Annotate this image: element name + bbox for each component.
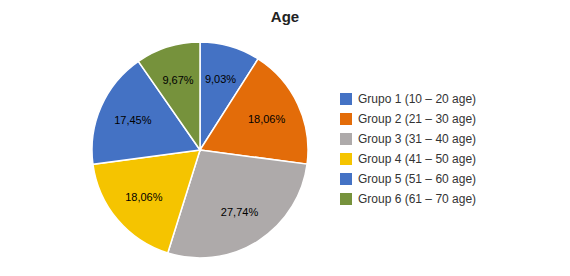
legend-swatch bbox=[340, 173, 352, 185]
chart-container: Age 9,03% 18,06% 27,74% 18,06% 17,45% 9,67% Gru… bbox=[0, 0, 570, 276]
chart-title: Age bbox=[271, 8, 299, 25]
legend-label: Group 4 (41 – 50 age) bbox=[358, 152, 476, 166]
legend-label: Group 3 (31 – 40 age) bbox=[358, 132, 476, 146]
data-labels: 9,03% 18,06% 27,74% 18,06% 17,45% 9,67% bbox=[114, 73, 285, 217]
legend-swatch bbox=[340, 113, 352, 125]
data-label: 9,67% bbox=[162, 74, 193, 86]
pie-slice bbox=[138, 42, 200, 150]
legend-label: Group 2 (21 – 30 age) bbox=[358, 112, 476, 126]
data-label: 27,74% bbox=[221, 206, 259, 218]
data-label: 9,03% bbox=[205, 73, 236, 85]
data-label: 18,06% bbox=[125, 191, 163, 203]
legend-swatch bbox=[340, 193, 352, 205]
legend-swatch bbox=[340, 93, 352, 105]
data-label: 18,06% bbox=[248, 113, 286, 125]
chart-svg: Age 9,03% 18,06% 27,74% 18,06% 17,45% 9,67% Gru… bbox=[0, 0, 570, 276]
legend-swatch bbox=[340, 133, 352, 145]
data-label: 17,45% bbox=[114, 114, 152, 126]
legend: Grupo 1 (10 – 20 age) Group 2 (21 – 30 ag… bbox=[340, 92, 476, 206]
legend-swatch bbox=[340, 153, 352, 165]
pie-slice bbox=[93, 150, 200, 253]
legend-label: Grupo 1 (10 – 20 age) bbox=[358, 92, 476, 106]
pie-slice bbox=[200, 59, 308, 164]
legend-label: Group 6 (61 – 70 age) bbox=[358, 192, 476, 206]
legend-label: Group 5 (51 – 60 age) bbox=[358, 172, 476, 186]
pie bbox=[92, 42, 308, 258]
